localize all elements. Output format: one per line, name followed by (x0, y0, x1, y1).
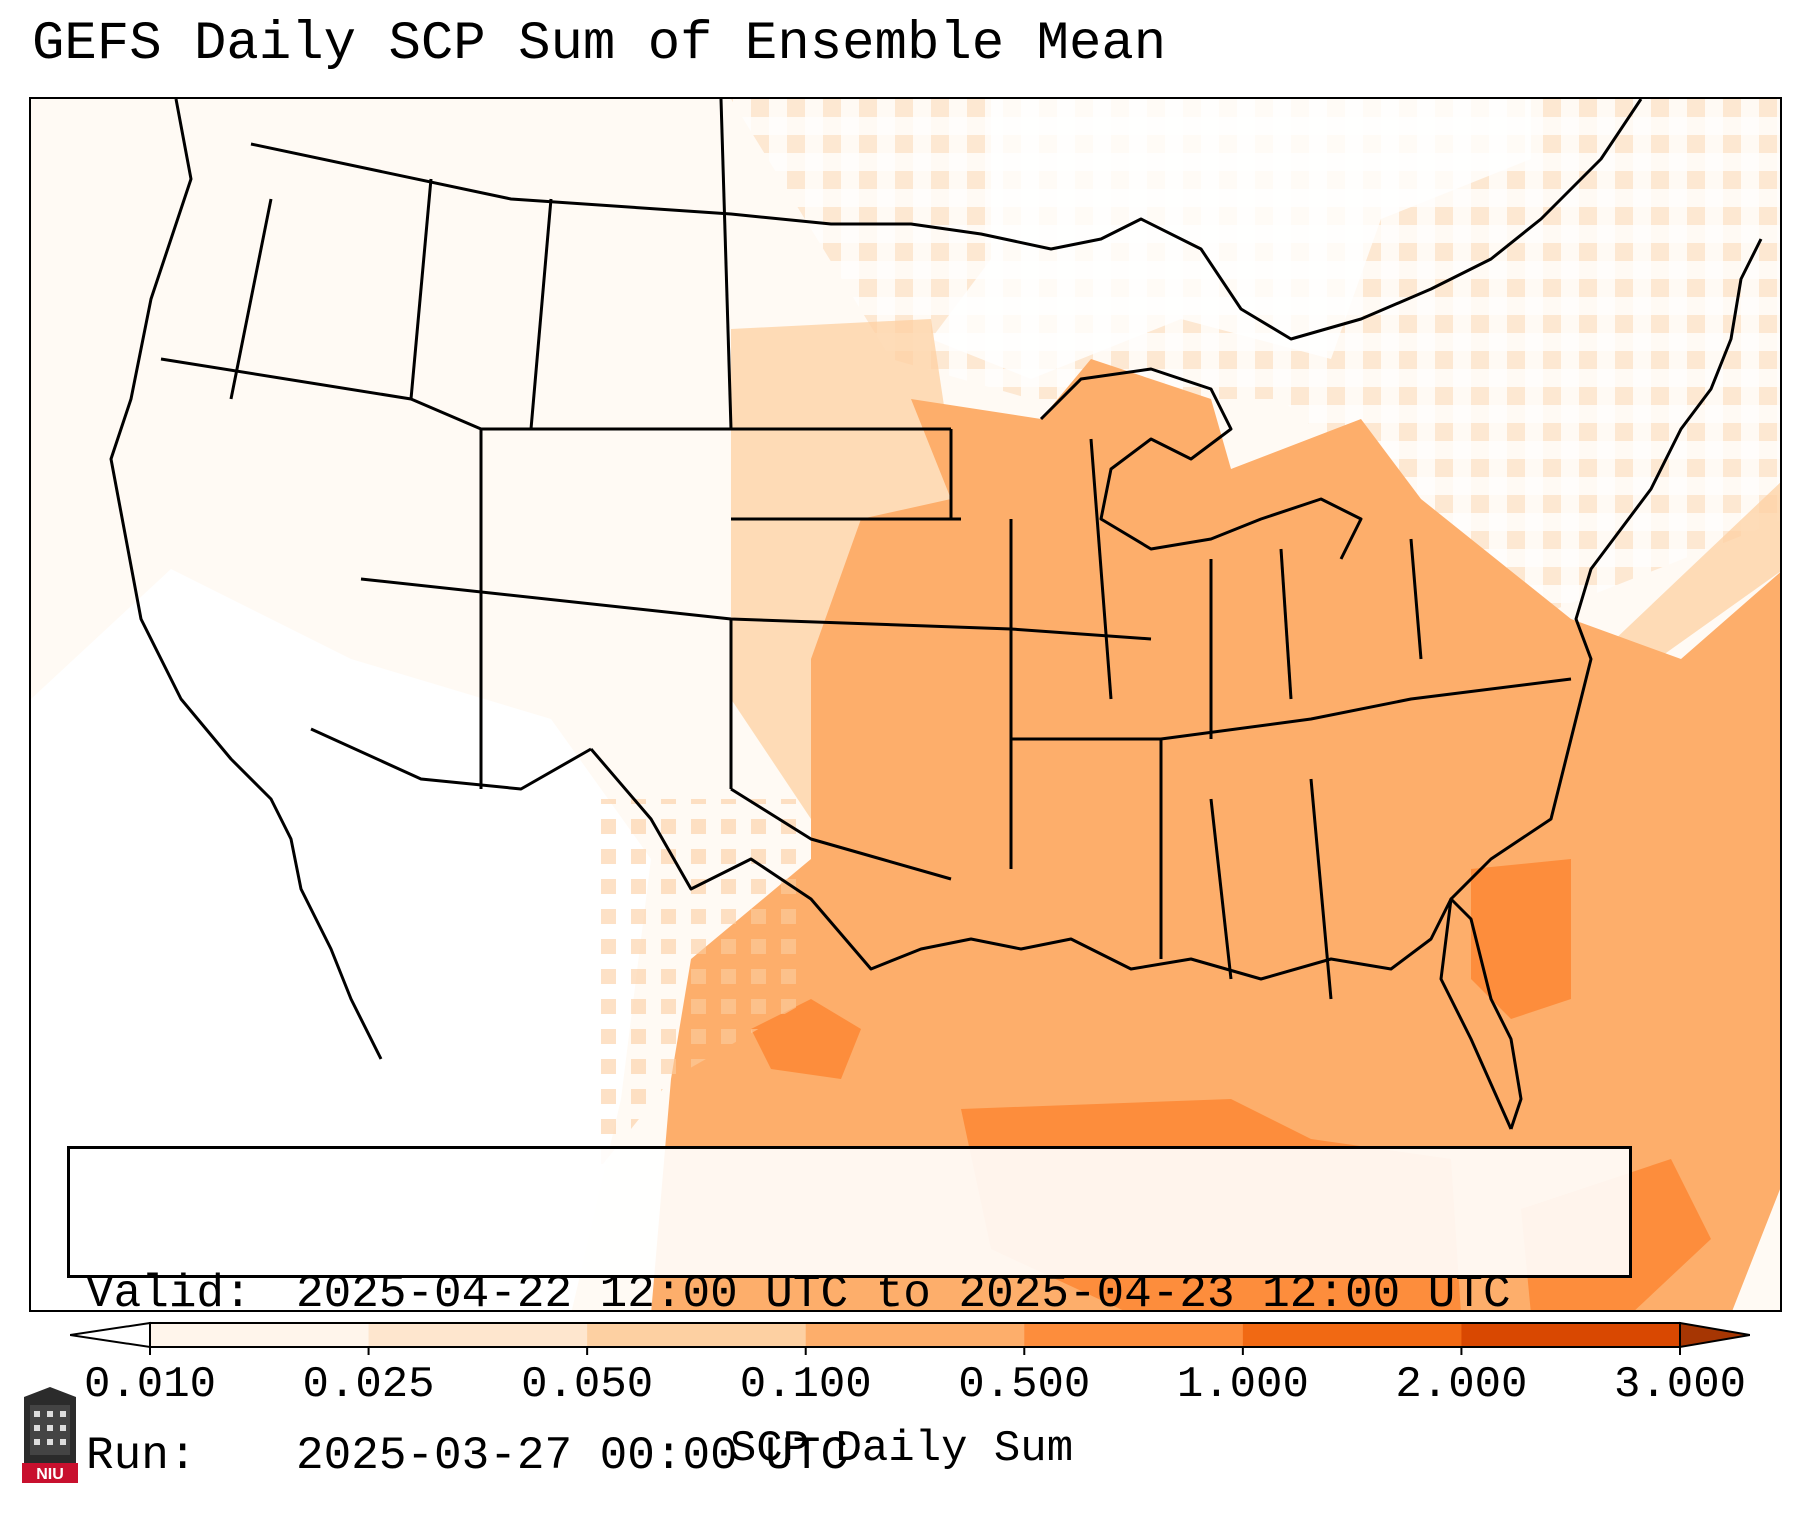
state-line-3 (409, 178, 433, 400)
colorbar-extend-min (70, 1321, 151, 1349)
state-line-20 (730, 787, 952, 881)
valid-value: 2025-04-22 12:00 UTC to 2025-04-23 12:00… (296, 1268, 1511, 1320)
colorbar-tick-label: 0.010 (83, 1360, 217, 1410)
valid-label: Valid: (86, 1268, 252, 1320)
colorbar (70, 1321, 1750, 1355)
colorbar-tick-labels: 0.010 0.025 0.050 0.100 0.500 1.000 2.000 3.000 (0, 1360, 1803, 1414)
colorbar-segment (1242, 1323, 1462, 1347)
colorbar-tick-label: 2.000 (1395, 1360, 1528, 1410)
scp-field-map (31, 99, 1780, 1310)
colorbar-tick-label: 1.000 (1176, 1360, 1309, 1410)
map-panel (29, 97, 1782, 1312)
colorbar-tick-label: 0.050 (521, 1360, 654, 1410)
field-level-0500-texas (751, 999, 861, 1079)
colorbar-segment (1024, 1323, 1244, 1347)
colorbar-label: SCP Daily Sum (729, 1424, 1074, 1474)
state-line-16 (1279, 548, 1293, 700)
field-none-southwest (31, 569, 651, 1310)
colorbar-border (149, 1322, 1681, 1348)
state-line-12 (1011, 677, 1572, 741)
colorbar-tick-label: 0.025 (302, 1360, 435, 1410)
colorbar-extend-max (1679, 1321, 1750, 1349)
field-none-canada (791, 99, 1531, 379)
gulf-coast (589, 748, 1523, 1130)
logo-text: NIU (36, 1466, 64, 1483)
colorbar-segment (1461, 1323, 1681, 1347)
field-level-0500-atlantic (1471, 859, 1571, 1019)
colorbar-tick-label: 0.100 (739, 1360, 872, 1410)
run-label: Run: (86, 1430, 197, 1482)
state-line-2 (229, 198, 273, 400)
boundaries (109, 99, 1763, 1130)
colorbar-tick-label: 0.500 (958, 1360, 1091, 1410)
atlantic-coast (1439, 238, 1763, 1130)
state-line-4 (529, 198, 553, 430)
colorbar-segment (805, 1323, 1025, 1347)
colorbar-tick-label: 3.000 (1613, 1360, 1747, 1410)
valid-run-info-box: Valid: 2025-04-22 12:00 UTC to 2025-04-23… (67, 1146, 1632, 1482)
us-canada-border (250, 99, 1643, 341)
us-coastline-west (109, 99, 383, 1060)
mexico-border (310, 727, 592, 791)
field-speckle-2 (591, 799, 811, 1179)
colorbar-segment (587, 1323, 807, 1347)
great-lakes (1039, 367, 1363, 560)
state-line-7 (360, 577, 1152, 641)
run-value: 2025-03-27 00:00 UTC (296, 1430, 849, 1482)
colorbar-segment (368, 1323, 588, 1347)
state-line-18 (1309, 778, 1333, 1000)
state-line-5 (719, 99, 733, 430)
map-title: GEFS Daily SCP Sum of Ensemble Mean (32, 14, 1167, 75)
university-tower-icon: NIU (22, 1387, 78, 1483)
state-line-14 (1089, 438, 1113, 700)
colorbar-segment (150, 1323, 370, 1347)
state-line-19 (1209, 798, 1233, 980)
state-line-17 (1409, 538, 1423, 660)
